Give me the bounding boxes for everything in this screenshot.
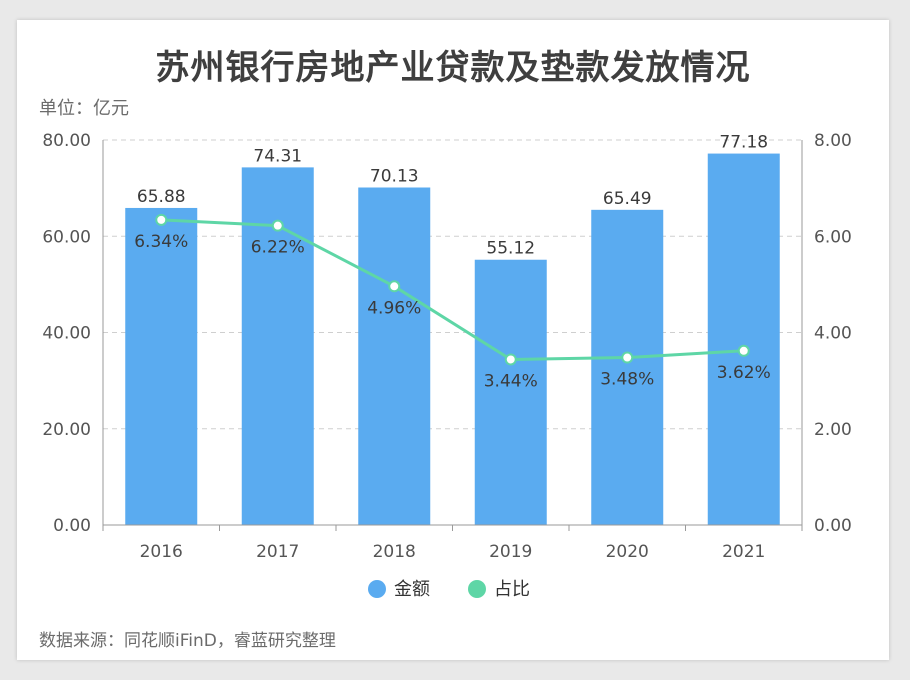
- line-series-path: [161, 218, 744, 361]
- y-left-tick-label: 40.00: [42, 324, 91, 344]
- x-tick-label: 2019: [489, 542, 532, 562]
- bar: [358, 187, 431, 525]
- bar-value-label: 77.18: [719, 133, 768, 153]
- line-value-label: 3.62%: [717, 363, 771, 383]
- chart-svg: 0.00 20.00 40.00 60.00 80.00 0.00 2.00 4.00 6.00…: [42, 131, 852, 600]
- unit-label: 单位：亿元: [39, 98, 129, 119]
- line-point: [271, 219, 284, 232]
- bar-value-label: 74.31: [253, 146, 302, 166]
- y-right-tick-label: 2.00: [814, 420, 852, 440]
- y-left-tick-label: 0.00: [53, 516, 91, 536]
- y-left-tick-label: 60.00: [42, 227, 91, 247]
- y-left-tick-label: 20.00: [42, 420, 91, 440]
- line-value-label: 6.22%: [251, 238, 305, 258]
- bar-value-label: 65.88: [137, 187, 186, 207]
- bar: [591, 209, 664, 525]
- bar: [707, 153, 780, 526]
- y-right-tick-label: 4.00: [814, 324, 852, 344]
- legend-label: 占比: [494, 579, 530, 600]
- y-right-tick-label: 8.00: [814, 131, 852, 151]
- y-left-tick-label: 80.00: [42, 131, 91, 151]
- x-tick-label: 2020: [606, 542, 649, 562]
- line-value-label: 6.34%: [134, 232, 188, 252]
- line-point: [621, 351, 634, 364]
- line-point: [155, 213, 168, 226]
- legend-marker: [468, 580, 486, 598]
- line-point: [388, 280, 401, 293]
- line-value-label: 3.48%: [600, 370, 654, 390]
- legend-marker: [368, 580, 386, 598]
- y-right-tick-label: 6.00: [814, 227, 852, 247]
- bar-value-label: 55.12: [486, 239, 535, 259]
- line-point: [504, 353, 517, 366]
- source-note: 数据来源：同花顺iFinD，睿蓝研究整理: [39, 631, 336, 651]
- x-tick-label: 2017: [256, 542, 299, 562]
- legend-label: 金额: [394, 579, 430, 600]
- line-point: [737, 344, 750, 357]
- line-value-label: 4.96%: [367, 298, 421, 318]
- line-value-label: 3.44%: [484, 371, 538, 391]
- chart-card: 苏州银行房地产业贷款及垫款发放情况 单位：亿元 数据来源：同花顺iFinD，睿蓝…: [17, 20, 889, 660]
- bar: [125, 207, 198, 525]
- x-tick-label: 2018: [373, 542, 416, 562]
- bar: [474, 259, 547, 525]
- bar-value-label: 65.49: [603, 189, 652, 209]
- chart-title: 苏州银行房地产业贷款及垫款发放情况: [155, 48, 751, 88]
- bar-value-label: 70.13: [370, 166, 419, 186]
- y-right-tick-label: 0.00: [814, 516, 852, 536]
- x-tick-label: 2021: [722, 542, 765, 562]
- x-tick-label: 2016: [140, 542, 183, 562]
